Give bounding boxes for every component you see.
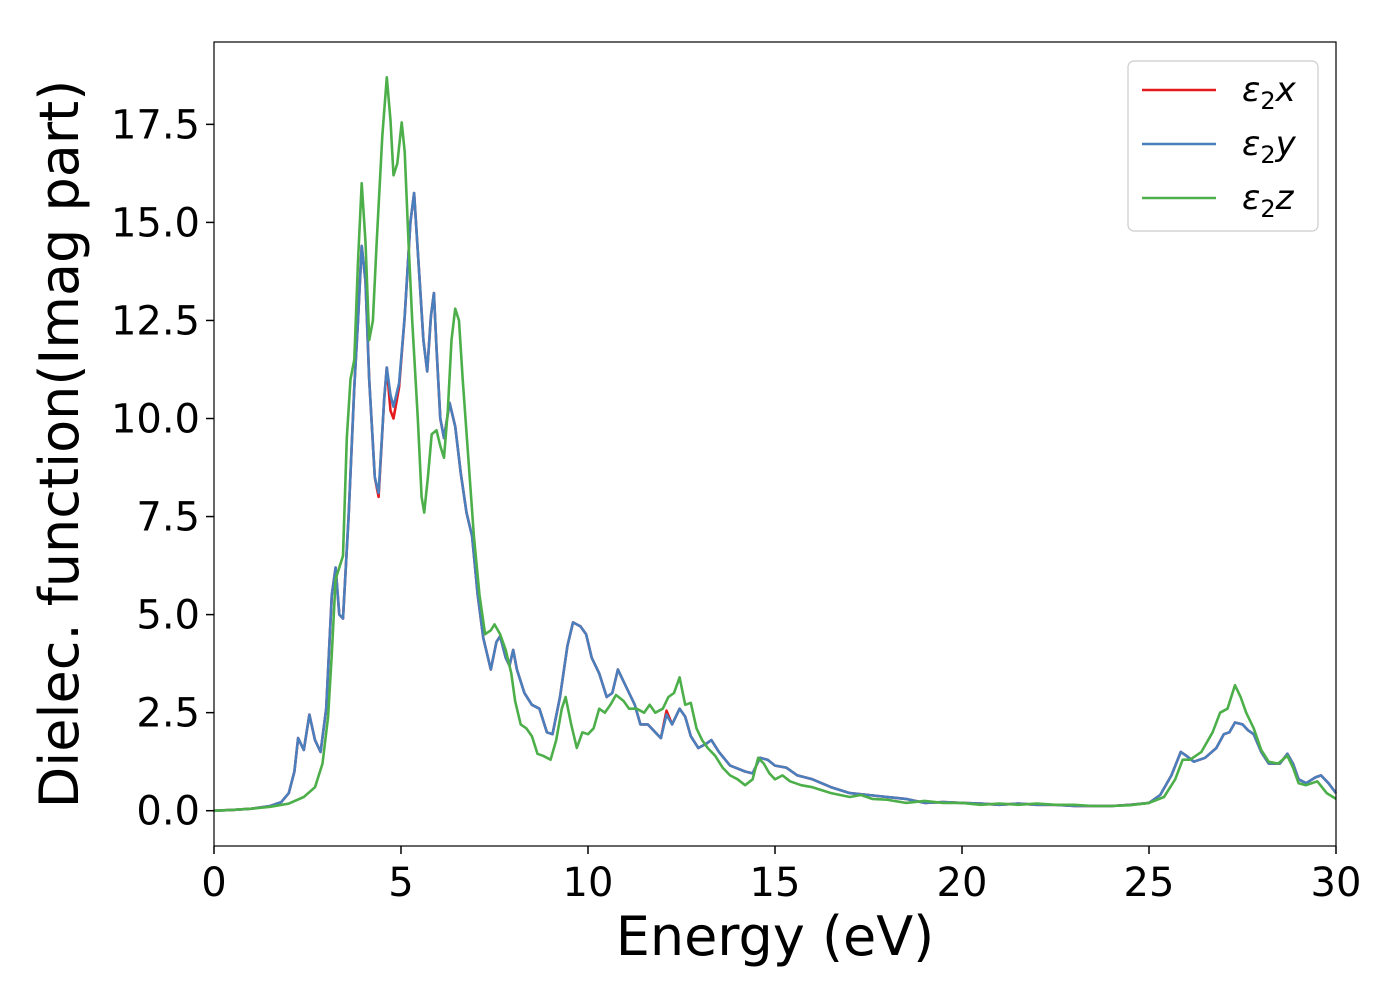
series-line-z bbox=[213, 76, 1337, 812]
y-tick-label: 2.5 bbox=[136, 691, 200, 737]
x-tick-label: 25 bbox=[1124, 860, 1175, 906]
x-tick-label: 10 bbox=[563, 860, 614, 906]
legend-label-y: ε2y bbox=[1242, 124, 1297, 169]
y-axis: 0.0 2.5 5.0 7.5 10.0 12.5 15.0 17.5 bbox=[111, 102, 214, 835]
x-tick-label: 0 bbox=[201, 860, 226, 906]
series-layer bbox=[213, 76, 1338, 812]
x-axis-title: Energy (eV) bbox=[616, 905, 935, 968]
legend-box bbox=[1127, 60, 1319, 232]
y-tick-label: 10.0 bbox=[111, 397, 200, 443]
y-tick-label: 5.0 bbox=[136, 593, 200, 639]
x-tick-label: 15 bbox=[750, 860, 801, 906]
legend: ε2x ε2y ε2z bbox=[1127, 60, 1319, 232]
legend-label-z: ε2z bbox=[1242, 178, 1295, 223]
x-tick-label: 5 bbox=[388, 860, 413, 906]
x-tick-label: 30 bbox=[1311, 860, 1362, 906]
series-line-y bbox=[213, 191, 1338, 812]
y-tick-label: 7.5 bbox=[136, 495, 200, 541]
y-tick-label: 12.5 bbox=[111, 298, 200, 344]
y-tick-label: 15.0 bbox=[111, 200, 200, 246]
y-axis-title: Dielec. function(Imag part) bbox=[28, 80, 91, 809]
y-tick-label: 0.0 bbox=[136, 789, 200, 835]
x-tick-label: 20 bbox=[937, 860, 988, 906]
legend-label-x: ε2x bbox=[1242, 70, 1297, 115]
y-tick-label: 17.5 bbox=[111, 102, 200, 148]
x-axis: 0 5 10 15 20 25 30 bbox=[201, 846, 1361, 906]
